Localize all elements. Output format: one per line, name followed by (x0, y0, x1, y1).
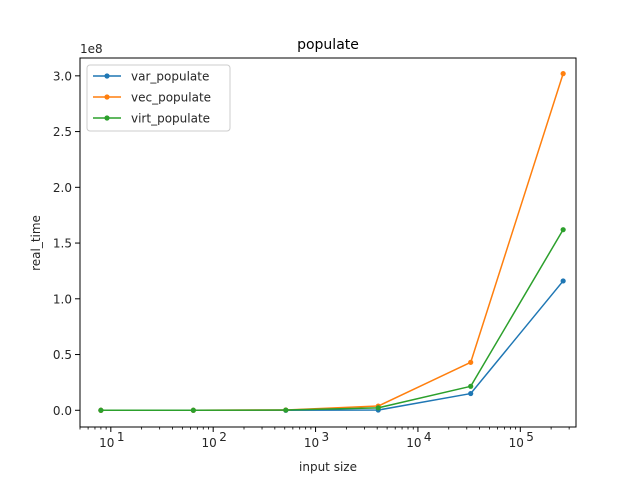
legend-marker-var_populate (104, 73, 110, 79)
x-axis-minor-ticks (79, 427, 570, 430)
x-tick-label-exponent: 2 (219, 430, 227, 444)
y-tick-label: 3.0 (53, 69, 72, 83)
data-point-virt_populate (375, 405, 381, 411)
data-point-virt_populate (560, 227, 566, 233)
y-tick-label: 2.0 (53, 181, 72, 195)
y-offset-label: 1e8 (80, 42, 103, 56)
data-point-virt_populate (283, 407, 289, 413)
y-tick-label: 1.5 (53, 237, 72, 251)
x-tick-label-exponent: 3 (322, 430, 330, 444)
x-tick-label-exponent: 5 (526, 430, 534, 444)
x-tick-label: 10 (202, 436, 217, 450)
legend: var_populate vec_populate virt_populate (86, 64, 231, 132)
data-point-virt_populate (190, 407, 196, 413)
y-axis-label: real_time (29, 215, 43, 271)
y-tick-label: 0.5 (53, 348, 72, 362)
x-tick-label: 10 (509, 436, 524, 450)
legend-label-vec_populate: vec_populate (131, 91, 211, 105)
data-point-virt_populate (98, 407, 104, 413)
legend-label-var_populate: var_populate (131, 70, 209, 84)
x-tick-label-exponent: 1 (117, 430, 125, 444)
data-point-var_populate (468, 390, 474, 397)
series-layer (98, 71, 566, 413)
y-tick-label: 0.0 (53, 404, 72, 418)
data-point-var_populate (560, 278, 566, 284)
legend-label-virt_populate: virt_populate (131, 112, 210, 126)
legend-marker-vec_populate (104, 94, 110, 100)
x-axis-label: input size (299, 460, 357, 474)
y-tick-label: 2.5 (53, 125, 72, 139)
series-line-virt_populate (100, 229, 564, 412)
legend-box (86, 64, 231, 132)
x-tick-label: 10 (99, 436, 114, 450)
data-point-vec_populate (560, 71, 566, 77)
data-point-virt_populate (468, 383, 474, 389)
legend-marker-virt_populate (104, 115, 110, 121)
x-tick-label: 10 (304, 436, 319, 450)
y-axis-ticks: 0.0 0.5 1.0 1.5 2.0 2.5 3.0 (53, 69, 80, 418)
x-tick-label-exponent: 4 (424, 430, 432, 444)
x-axis-ticks: 10 1 10 2 10 3 10 4 10 5 (99, 427, 534, 450)
x-tick-label: 10 (406, 436, 421, 450)
y-tick-label: 1.0 (53, 292, 72, 306)
plot-frame (79, 57, 577, 428)
chart-title: populate (297, 37, 359, 53)
data-point-vec_populate (468, 359, 474, 365)
